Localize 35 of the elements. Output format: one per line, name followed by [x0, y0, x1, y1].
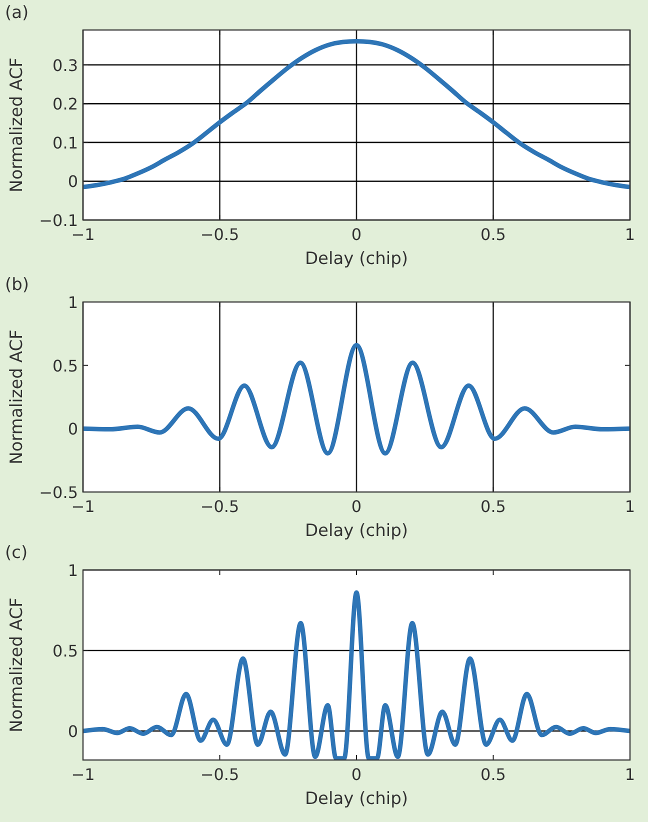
x-tick-label: 0.5	[480, 497, 506, 516]
x-tick-label: 1	[624, 497, 636, 516]
y-tick-label: 0.1	[52, 133, 78, 152]
y-tick-label: 1	[68, 561, 78, 580]
x-axis-title: Delay (chip)	[304, 249, 408, 269]
x-axis-title: Delay (chip)	[304, 789, 408, 809]
chart-title: (b)	[5, 275, 30, 295]
y-tick-label: 0.5	[52, 356, 78, 376]
chart-title: (c)	[5, 543, 28, 563]
y-tick-label: 0.5	[52, 642, 78, 661]
line-series	[83, 342, 630, 456]
x-tick-label: −0.5	[200, 225, 240, 244]
x-tick-label: 0	[351, 497, 362, 516]
chart-title: (a)	[5, 3, 29, 23]
y-axis-title: Normalized ACF	[7, 598, 27, 732]
x-axis-title: Delay (chip)	[304, 521, 408, 541]
line-series	[83, 38, 630, 190]
line-series	[83, 590, 630, 760]
y-tick-label: 0.2	[52, 94, 78, 114]
y-tick-label: 0	[68, 722, 78, 742]
x-tick-label: 1	[624, 225, 636, 244]
y-tick-label: 0	[68, 420, 78, 439]
x-tick-label: −1	[71, 765, 95, 784]
x-tick-label: 0.5	[480, 225, 506, 244]
y-axis-title: Normalized ACF	[7, 330, 27, 464]
y-tick-label: 0	[68, 172, 78, 192]
x-tick-label: 0.5	[480, 765, 506, 784]
x-tick-label: −0.5	[200, 765, 240, 784]
x-tick-label: 1	[624, 765, 636, 784]
x-tick-label: 0	[351, 225, 362, 244]
x-tick-label: −0.5	[200, 497, 240, 516]
y-tick-label: 1	[68, 293, 78, 312]
x-tick-label: 0	[351, 765, 362, 784]
y-axis-title: Normalized ACF	[7, 58, 27, 192]
y-tick-label: 0.3	[52, 56, 78, 75]
